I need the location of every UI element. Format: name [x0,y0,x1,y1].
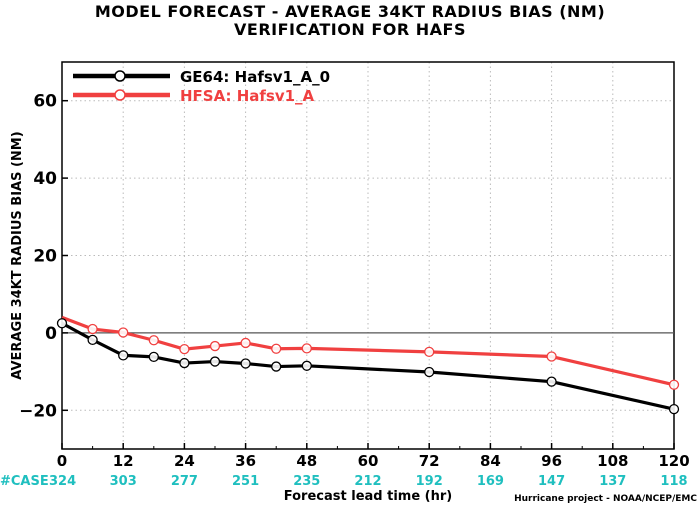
y-tick-label: 0 [45,324,57,344]
case-count: 169 [477,474,504,489]
x-tick-label: 24 [174,452,195,470]
legend-label: HFSA: Hafsv1_A [180,87,315,105]
credit-text: Hurricane project - NOAA/NCEP/EMC [514,494,697,504]
case-count: 118 [660,474,687,489]
case-count: 251 [232,474,259,489]
y-tick-label: 20 [33,247,57,267]
y-tick-label: 60 [33,92,57,112]
data-point [87,323,98,335]
y-axis-label: AVERAGE 34KT RADIUS BIAS (NM) [10,131,25,379]
data-point [56,318,68,329]
data-point [87,334,98,346]
case-count: 235 [293,474,320,489]
x-tick-label: 120 [658,452,689,470]
data-point [301,343,312,354]
x-tick-label: 48 [296,452,317,470]
x-tick-label: 72 [419,452,440,470]
data-point [424,366,435,378]
data-point [179,357,190,369]
case-count-labels: #CASE 324 303 277 251 235 212 192 169 147 137 118 [0,474,688,489]
data-point [546,376,557,387]
case-count: 303 [110,474,137,489]
data-point [668,403,680,415]
legend-label: GE64: Hafsv1_A_0 [180,68,330,86]
data-point [240,337,251,349]
case-label: #CASE [0,474,49,489]
case-count: 192 [416,474,443,489]
legend-marker [114,70,126,82]
case-count: 277 [171,474,198,489]
data-point [668,379,680,390]
series-line [61,321,675,411]
x-tick-label: 84 [480,452,501,470]
y-tick-label: −20 [19,401,57,421]
case-count: 137 [599,474,626,489]
data-point [424,346,435,358]
chart-title: MODEL FORECAST - AVERAGE 34KT RADIUS BIA… [94,2,606,21]
x-tick-label: 60 [358,452,379,470]
case-count: 324 [49,474,76,489]
grid-lines [62,62,674,449]
case-count: 212 [354,474,381,489]
data-point [148,335,159,346]
x-tick-label: 12 [113,452,134,470]
data-point [118,350,129,361]
chart-subtitle: VERIFICATION FOR HAFS [234,20,466,39]
data-point [240,358,251,369]
case-count: 147 [538,474,565,489]
x-tick-labels: 0 12 24 36 48 60 72 84 96 108 120 [57,452,690,470]
data-point [118,327,129,338]
data-point [179,344,190,355]
data-point [271,361,282,372]
data-point [209,340,221,352]
y-tick-label: 40 [33,169,57,189]
x-tick-label: 36 [235,452,256,470]
x-axis-label: Forecast lead time (hr) [284,489,452,504]
legend-marker [114,89,126,101]
data-point [301,360,312,371]
x-tick-label: 0 [57,452,67,470]
data-point [209,356,221,367]
data-point [148,351,159,363]
x-tick-label: 96 [541,452,562,470]
tick-marks [61,99,675,449]
data-point [546,351,557,362]
y-tick-labels: −20 0 20 40 60 [19,92,57,422]
data-point [271,343,282,354]
x-tick-label: 108 [597,452,628,470]
series-group [56,315,680,415]
